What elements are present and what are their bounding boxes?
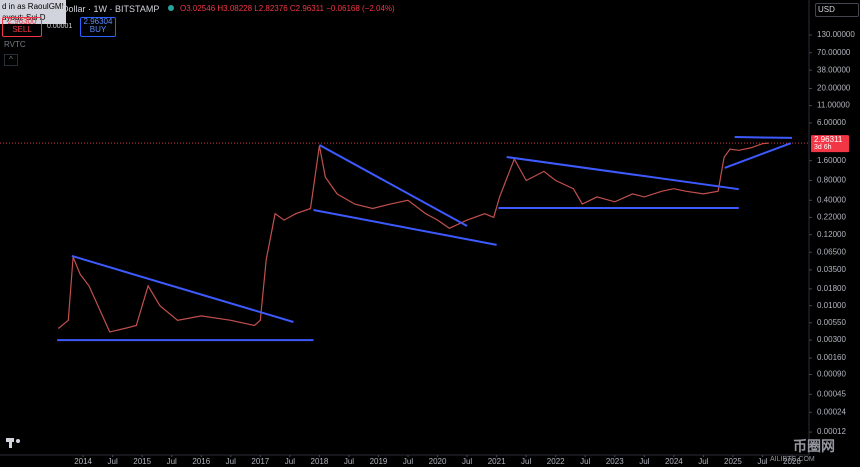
sell-label: SELL [12, 25, 32, 34]
x-tick-label: 2025 [724, 457, 742, 466]
x-tick-label: 2016 [192, 457, 210, 466]
last-price-countdown: 3d 6h [814, 144, 832, 151]
watermark: 币圈网 [793, 438, 835, 454]
y-tick-label: 0.00550 [817, 318, 846, 327]
x-tick-label: Jul [757, 457, 767, 466]
trendline [71, 255, 294, 323]
y-tick-label: 0.00300 [817, 335, 846, 344]
tv-logo [6, 438, 20, 448]
y-tick-label: 0.01000 [817, 301, 846, 310]
last-price-tag [811, 135, 849, 153]
y-tick-label: 0.80000 [817, 176, 846, 185]
x-tick-label: 2023 [606, 457, 624, 466]
trendline [734, 136, 793, 139]
y-tick-label: 0.00024 [817, 407, 846, 416]
x-tick-label: 2018 [311, 457, 329, 466]
trendline [724, 142, 792, 169]
y-tick-label: 38.00000 [817, 65, 851, 74]
y-tick-label: 0.03500 [817, 265, 846, 274]
spread: 0.00001 [47, 23, 73, 30]
x-tick-label: Jul [462, 457, 472, 466]
y-tick-label: 11.00000 [817, 101, 850, 110]
collapse-button[interactable]: ^ [4, 54, 18, 66]
y-tick-label: 0.06500 [817, 247, 846, 256]
ohlc: O3.02546 H3.08228 L2.82376 C2.96311 −0.0… [180, 4, 395, 13]
x-tick-label: 2014 [74, 457, 92, 466]
y-tick-label: 130.00000 [817, 30, 855, 39]
status-dot [168, 5, 174, 11]
x-tick-label: Jul [698, 457, 708, 466]
trendline [318, 144, 468, 227]
y-tick-label: 6.00000 [817, 118, 846, 127]
x-tick-label: Jul [521, 457, 531, 466]
indicator: RVTC [4, 40, 26, 49]
sell-button[interactable]: 2.96300 SELL [2, 17, 42, 37]
tooltip-line: d in as RaoulGMI [2, 2, 64, 11]
x-tick-label: 2015 [133, 457, 151, 466]
y-tick-label: 0.40000 [817, 195, 846, 204]
trendline [313, 209, 497, 246]
symbol: Dollar · 1W · BITSTAMP [62, 4, 160, 14]
last-price-label: 2.96311 [814, 135, 843, 144]
x-tick-label: 2026 [783, 457, 801, 466]
buy-label: BUY [89, 25, 107, 34]
y-tick-label: 1.60000 [817, 156, 846, 165]
x-tick-label: Jul [226, 457, 236, 466]
watermark-url: AILIBTC.COM [770, 456, 815, 463]
y-tick-label: 70.00000 [817, 48, 851, 57]
x-tick-label: Jul [344, 457, 354, 466]
x-tick-label: 2017 [251, 457, 269, 466]
x-tick-label: Jul [580, 457, 590, 466]
y-tick-label: 0.12000 [817, 230, 846, 239]
x-tick-label: Jul [108, 457, 118, 466]
x-tick-label: 2024 [665, 457, 683, 466]
x-tick-label: Jul [403, 457, 413, 466]
x-tick-label: 2019 [370, 457, 388, 466]
buy-button[interactable]: 2.96304 BUY [80, 17, 116, 37]
y-tick-label: 0.00160 [817, 353, 846, 362]
x-tick-label: Jul [639, 457, 649, 466]
currency-select[interactable]: USD [815, 3, 859, 17]
x-tick-label: 2020 [429, 457, 447, 466]
y-tick-label: 0.00045 [817, 389, 846, 398]
y-tick-label: 0.01800 [817, 284, 846, 293]
x-tick-label: Jul [285, 457, 295, 466]
x-tick-label: Jul [167, 457, 177, 466]
sell-price: 2.96300 [7, 17, 37, 26]
y-tick-label: 0.00012 [817, 427, 846, 436]
y-tick-label: 20.00000 [817, 84, 851, 93]
x-tick-label: 2021 [488, 457, 506, 466]
trendline [506, 156, 739, 191]
price-line [57, 142, 769, 333]
y-tick-label: 0.00090 [817, 370, 846, 379]
buy-price: 2.96304 [83, 17, 113, 26]
x-tick-label: 2022 [547, 457, 565, 466]
y-tick-label: 0.22000 [817, 212, 846, 221]
